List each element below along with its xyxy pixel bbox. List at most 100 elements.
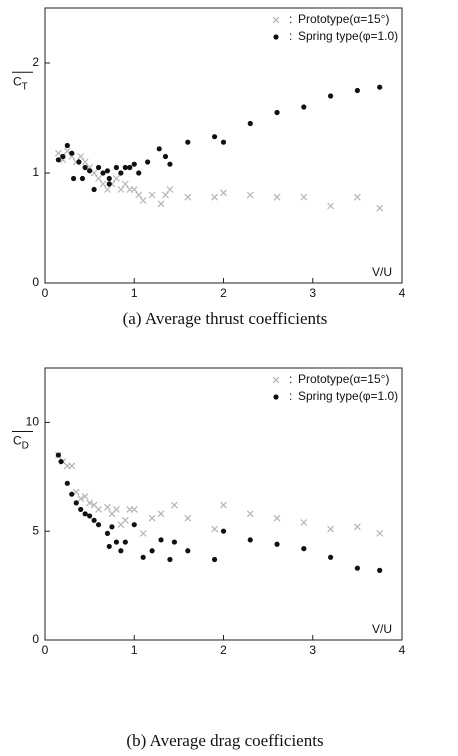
y-tick-label: 5	[32, 523, 39, 537]
legend-separator: :	[289, 389, 292, 403]
marker-dot	[87, 168, 93, 174]
marker-dot	[118, 170, 124, 176]
marker-dot	[149, 548, 155, 554]
plot-frame	[44, 7, 403, 284]
caption: (a) Average thrust coefficients	[123, 309, 328, 328]
marker-x	[353, 523, 361, 531]
x-tick-label: 4	[399, 643, 406, 657]
marker-dot	[106, 175, 112, 182]
marker-dot	[377, 84, 383, 90]
x-tick-label: 4	[399, 286, 406, 300]
marker-dot	[156, 146, 162, 152]
marker-dot	[158, 537, 164, 543]
marker-x	[148, 514, 156, 522]
marker-dot	[109, 524, 115, 530]
marker-dot	[79, 175, 86, 182]
marker-x	[327, 525, 335, 533]
marker-dot	[171, 539, 178, 545]
marker-x	[353, 193, 361, 201]
legend-label: Spring type(φ=1.0)	[298, 29, 398, 43]
marker-dot	[273, 394, 279, 400]
marker-x	[273, 514, 281, 522]
x-tick-label: 2	[220, 286, 227, 300]
marker-dot	[273, 34, 279, 40]
marker-dot	[76, 159, 82, 165]
marker-x	[121, 516, 129, 524]
marker-x	[139, 197, 147, 204]
legend-separator: :	[289, 372, 292, 386]
marker-x	[135, 191, 143, 199]
y-tick-label: 10	[26, 415, 40, 429]
marker-x	[220, 501, 227, 509]
marker-dot	[247, 537, 253, 543]
marker-x	[157, 200, 165, 208]
marker-dot	[70, 175, 77, 182]
marker-dot	[69, 491, 75, 497]
marker-dot	[274, 541, 280, 547]
marker-dot	[354, 565, 360, 571]
marker-dot	[328, 93, 334, 99]
marker-dot	[58, 458, 64, 465]
marker-dot	[274, 109, 280, 116]
legend-label: Prototype(α=15°)	[298, 12, 389, 26]
marker-x	[211, 193, 218, 201]
x-tick-label: 0	[42, 286, 49, 300]
marker-dot	[91, 517, 97, 523]
marker-dot	[140, 554, 146, 560]
y-axis-label-main: C	[13, 434, 22, 448]
marker-dot	[185, 548, 191, 554]
marker-dot	[301, 546, 307, 552]
marker-dot	[247, 120, 253, 127]
marker-dot	[118, 548, 124, 554]
marker-dot	[211, 134, 218, 140]
marker-x	[130, 186, 138, 193]
marker-dot	[136, 170, 142, 176]
plot-frame	[44, 367, 403, 641]
marker-x	[300, 519, 308, 526]
marker-dot	[127, 164, 133, 171]
marker-x	[121, 180, 129, 188]
y-axis-label-sub: D	[22, 440, 29, 451]
marker-x	[54, 149, 62, 157]
marker-dot	[220, 528, 227, 534]
marker-dot	[162, 153, 169, 160]
y-tick-label: 1	[32, 165, 39, 179]
marker-dot	[122, 539, 128, 545]
marker-dot	[82, 511, 88, 517]
marker-x	[104, 186, 111, 193]
marker-dot	[100, 170, 106, 176]
marker-x	[211, 525, 218, 533]
marker-x	[117, 186, 125, 193]
marker-x	[327, 202, 335, 210]
marker-dot	[55, 452, 61, 458]
marker-x	[148, 191, 156, 199]
x-axis-label: V/U	[372, 265, 392, 279]
marker-x	[95, 506, 102, 513]
marker-x	[300, 193, 308, 201]
marker-x	[246, 510, 254, 518]
marker-dot	[95, 522, 102, 528]
legend-separator: :	[289, 12, 292, 26]
marker-dot	[131, 161, 137, 167]
marker-x	[139, 529, 147, 537]
caption: (b) Average drag coefficients	[126, 731, 323, 750]
x-tick-label: 0	[42, 643, 49, 657]
x-tick-label: 3	[309, 286, 316, 300]
x-tick-label: 1	[131, 286, 138, 300]
marker-x	[104, 503, 111, 511]
marker-x	[81, 492, 89, 500]
marker-x	[272, 376, 280, 384]
marker-dot	[64, 480, 70, 486]
marker-x	[272, 16, 280, 24]
marker-dot	[131, 522, 137, 528]
marker-dot	[354, 87, 360, 94]
marker-x	[77, 153, 85, 160]
marker-dot	[301, 104, 307, 110]
marker-dot	[78, 506, 84, 513]
marker-x	[184, 514, 192, 522]
marker-x	[246, 191, 254, 199]
marker-dot	[106, 181, 112, 187]
marker-x	[184, 193, 192, 201]
marker-x	[95, 175, 102, 182]
marker-dot	[91, 186, 97, 193]
